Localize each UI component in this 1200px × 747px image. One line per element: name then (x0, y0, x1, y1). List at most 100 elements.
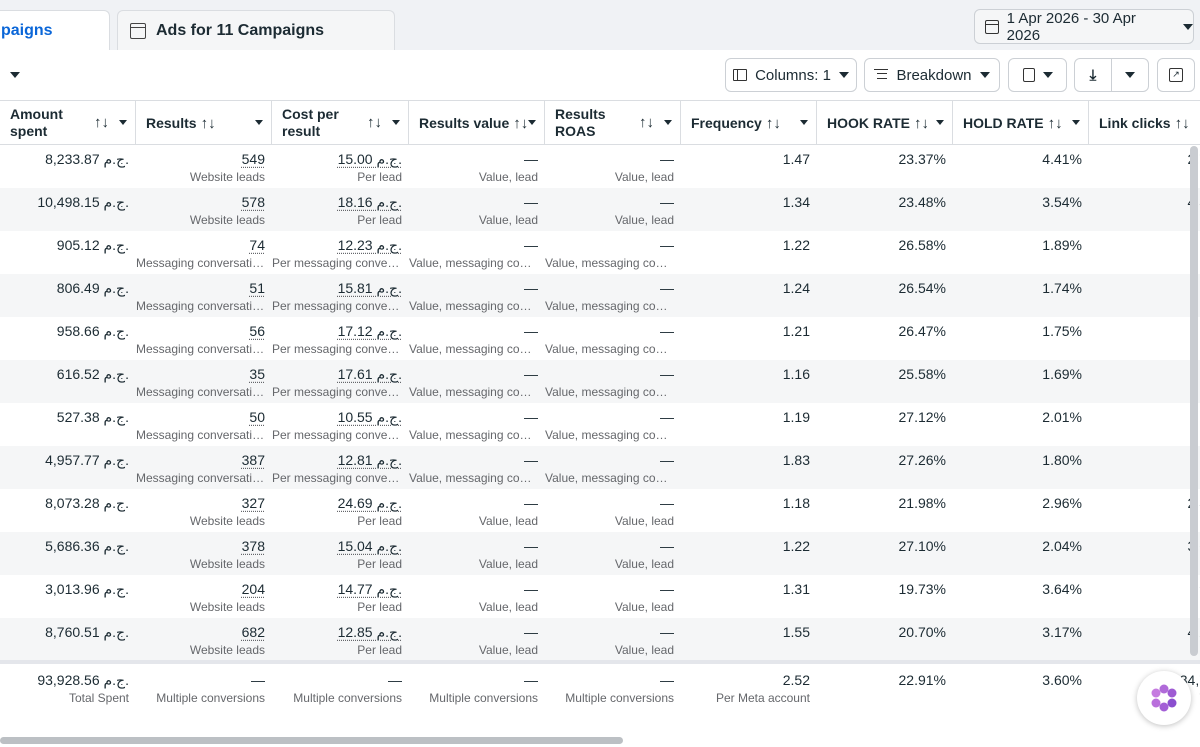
sort-icon[interactable]: ↑↓ (639, 114, 654, 131)
cost-per-result-value[interactable]: 12.81 ج.م. (338, 452, 402, 468)
results-roas-cell: — Value, lead (545, 145, 681, 188)
cost-per-result-value[interactable]: 12.85 ج.م. (338, 624, 402, 640)
chevron-down-icon[interactable] (664, 120, 672, 125)
cost-per-result-value[interactable]: 18.16 ج.م. (338, 194, 402, 210)
table-row[interactable]: 5,686.36 ج.م. 378 Website leads 15.04 ج.م. P… (0, 532, 1200, 575)
breakdown-icon (874, 69, 888, 81)
results-value[interactable]: 578 (242, 194, 265, 210)
sort-icon[interactable]: ↑↓ (914, 115, 929, 132)
export-button[interactable]: ⤓ (1074, 58, 1112, 92)
table-row[interactable]: 3,013.96 ج.م. 204 Website leads 14.77 ج.م. P… (0, 575, 1200, 618)
results-value[interactable]: 51 (249, 280, 265, 296)
table-row[interactable]: 958.66 ج.م. 56 Messaging conversations sta… (0, 317, 1200, 360)
vertical-scrollbar[interactable] (1190, 146, 1198, 656)
table-row[interactable]: 806.49 ج.م. 51 Messaging conversations sta… (0, 274, 1200, 317)
columns-button[interactable]: Columns: 1 (725, 58, 857, 92)
column-header-results[interactable]: Results ↑↓ (136, 101, 272, 145)
tab-ads[interactable]: Ads for 11 Campaigns (117, 10, 395, 50)
chevron-down-icon[interactable] (1072, 120, 1080, 125)
table-row[interactable]: 4,957.77 ج.م. 387 Messaging conversations … (0, 446, 1200, 489)
chevron-down-icon[interactable] (528, 120, 536, 125)
charts-button[interactable]: ↗ (1157, 58, 1195, 92)
column-header-results-value[interactable]: Results value ↑↓ (409, 101, 545, 145)
results-value[interactable]: 378 (242, 538, 265, 554)
results-value[interactable]: 387 (242, 452, 265, 468)
results-value[interactable]: 549 (242, 151, 265, 167)
cost-per-result-cell: 14.77 ج.م. Per lead (272, 575, 409, 618)
sort-icon[interactable]: ↑↓ (94, 114, 109, 131)
total-results-sub: Multiple conversions (136, 691, 265, 705)
assistant-button[interactable] (1137, 671, 1191, 725)
table-row[interactable]: 8,073.28 ج.م. 327 Website leads 24.69 ج.م. P… (0, 489, 1200, 532)
reports-button[interactable] (1008, 58, 1067, 92)
table-row[interactable]: 10,498.15 ج.م. 578 Website leads 18.16 ج.م.… (0, 188, 1200, 231)
results-roas-subtext: Value, messaging conversations (545, 342, 674, 356)
export-menu-button[interactable] (1111, 58, 1149, 92)
chevron-down-icon[interactable] (10, 72, 20, 78)
cost-per-result-value[interactable]: 14.77 ج.م. (338, 581, 402, 597)
column-header-hold-rate[interactable]: HOLD RATE ↑↓ (953, 101, 1089, 145)
results-cell: 387Messaging conversations started (136, 446, 272, 489)
results-value[interactable]: 56 (249, 323, 265, 339)
results-value[interactable]: 74 (249, 237, 265, 253)
chevron-down-icon[interactable] (255, 120, 263, 125)
sort-icon[interactable]: ↑↓ (1175, 115, 1190, 132)
results-subtext: Messaging conversations started (136, 299, 265, 313)
tab-ads-label: Ads for 11 Campaigns (156, 22, 324, 40)
chevron-down-icon[interactable] (800, 120, 808, 125)
results-roas-subtext: Value, messaging conversations (545, 471, 674, 485)
table-row[interactable]: 527.38 ج.م. 50 Messaging conversations sta… (0, 403, 1200, 446)
column-header-amount-spent[interactable]: Amount spent ↑↓ (0, 101, 136, 145)
column-header-hook-rate[interactable]: HOOK RATE ↑↓ (817, 101, 953, 145)
table-row[interactable]: 905.12 ج.م. 74 Messaging conversations sta… (0, 231, 1200, 274)
hook-rate-cell: 20.70% (817, 618, 953, 661)
table-row[interactable]: 8,760.51 ج.م. 682 Website leads 12.85 ج.م. P… (0, 618, 1200, 661)
cost-per-result-value[interactable]: 15.81 ج.م. (338, 280, 402, 296)
results-value-subtext: Value, messaging conversations (409, 428, 538, 442)
frequency-cell: 1.22 (681, 231, 817, 274)
tab-campaigns[interactable]: paigns (0, 10, 110, 50)
column-header-link-clicks[interactable]: Link clicks ↑↓ (1089, 101, 1200, 145)
results-value[interactable]: 682 (242, 624, 265, 640)
date-range-picker[interactable]: 1 Apr 2026 - 30 Apr 2026 (974, 9, 1194, 44)
cost-per-result-subtext: Per lead (272, 514, 402, 528)
results-value-subtext: Value, messaging conversations (409, 385, 538, 399)
hook-rate-value: 23.37% (899, 151, 946, 167)
sort-icon[interactable]: ↑↓ (201, 115, 216, 132)
link-clicks-cell (1089, 231, 1200, 274)
frequency-cell: 1.34 (681, 188, 817, 231)
table-row[interactable]: 616.52 ج.م. 35 Messaging conversations sta… (0, 360, 1200, 403)
cost-per-result-value[interactable]: 15.00 ج.م. (338, 151, 402, 167)
results-value[interactable]: 50 (249, 409, 265, 425)
column-header-results-roas[interactable]: Results ROAS ↑↓ (545, 101, 681, 145)
results-value-subtext: Value, messaging conversations (409, 342, 538, 356)
results-value[interactable]: 327 (242, 495, 265, 511)
results-value[interactable]: 204 (242, 581, 265, 597)
sort-icon[interactable]: ↑↓ (367, 114, 382, 131)
horizontal-scrollbar[interactable] (0, 737, 623, 744)
sort-icon[interactable]: ↑↓ (513, 115, 528, 132)
frequency-value: 1.19 (783, 409, 810, 425)
sort-icon[interactable]: ↑↓ (766, 115, 781, 132)
breakdown-button[interactable]: Breakdown (864, 58, 1000, 92)
results-value[interactable]: 35 (249, 366, 265, 382)
column-header-cost-per-result[interactable]: Cost per result ↑↓ (272, 101, 409, 145)
results-subtext: Messaging conversations started (136, 342, 265, 356)
results-roas-subtext: Value, lead (545, 170, 674, 184)
cost-per-result-value[interactable]: 24.69 ج.م. (338, 495, 402, 511)
chevron-down-icon[interactable] (392, 120, 400, 125)
chevron-down-icon[interactable] (936, 120, 944, 125)
sort-icon[interactable]: ↑↓ (1048, 115, 1063, 132)
cost-per-result-value[interactable]: 17.12 ج.م. (338, 323, 402, 339)
results-roas-cell: — Value, lead (545, 532, 681, 575)
table-row[interactable]: 8,233.87 ج.م. 549 Website leads 15.00 ج.م. P… (0, 145, 1200, 188)
cost-per-result-value[interactable]: 15.04 ج.م. (338, 538, 402, 554)
cost-per-result-value[interactable]: 12.23 ج.م. (338, 237, 402, 253)
hook-rate-cell: 26.54% (817, 274, 953, 317)
chevron-down-icon[interactable] (119, 120, 127, 125)
results-value-value: — (524, 409, 538, 425)
column-header-frequency[interactable]: Frequency ↑↓ (681, 101, 817, 145)
results-roas-cell: —Value, messaging conversations (545, 446, 681, 489)
cost-per-result-value[interactable]: 10.55 ج.م. (338, 409, 402, 425)
cost-per-result-value[interactable]: 17.61 ج.م. (338, 366, 402, 382)
